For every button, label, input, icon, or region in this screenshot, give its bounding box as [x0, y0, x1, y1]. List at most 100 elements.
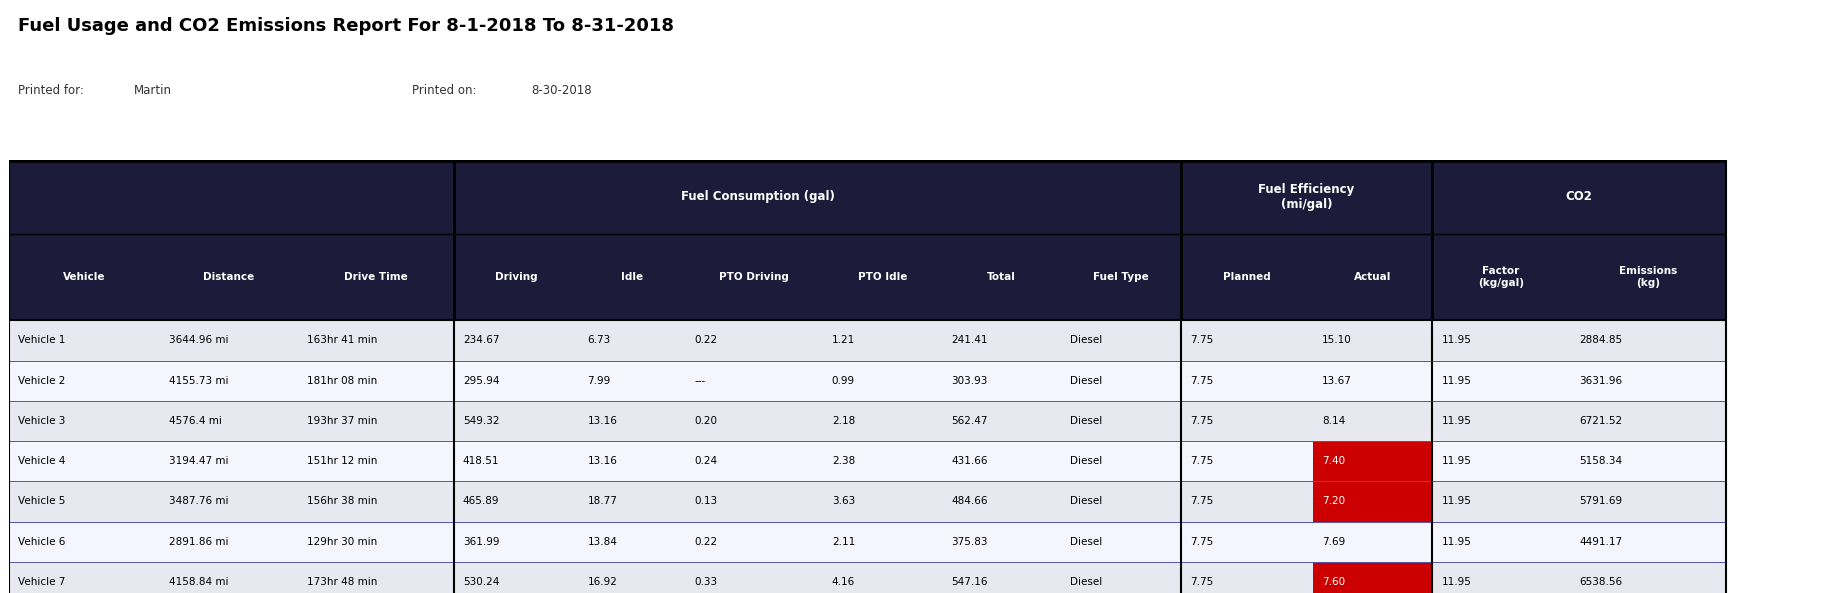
- FancyBboxPatch shape: [578, 562, 684, 593]
- Text: 2.18: 2.18: [832, 416, 854, 426]
- Text: 13.16: 13.16: [588, 416, 617, 426]
- FancyBboxPatch shape: [578, 482, 684, 522]
- Text: 2.11: 2.11: [832, 537, 854, 547]
- Text: Vehicle 1: Vehicle 1: [18, 336, 67, 345]
- FancyBboxPatch shape: [159, 320, 298, 361]
- FancyBboxPatch shape: [822, 522, 941, 562]
- Text: 7.69: 7.69: [1321, 537, 1345, 547]
- Text: Vehicle 3: Vehicle 3: [18, 416, 67, 426]
- FancyBboxPatch shape: [453, 522, 578, 562]
- FancyBboxPatch shape: [941, 361, 1061, 401]
- FancyBboxPatch shape: [1432, 562, 1569, 593]
- FancyBboxPatch shape: [684, 361, 822, 401]
- FancyBboxPatch shape: [159, 522, 298, 562]
- Text: 2884.85: 2884.85: [1578, 336, 1621, 345]
- FancyBboxPatch shape: [9, 361, 159, 401]
- Text: CO2: CO2: [1565, 190, 1591, 203]
- FancyBboxPatch shape: [1181, 160, 1312, 234]
- Text: 11.95: 11.95: [1441, 537, 1471, 547]
- FancyBboxPatch shape: [1061, 562, 1181, 593]
- FancyBboxPatch shape: [578, 160, 684, 234]
- FancyBboxPatch shape: [159, 234, 298, 320]
- FancyBboxPatch shape: [1061, 522, 1181, 562]
- Text: Fuel Efficiency
(mi/gal): Fuel Efficiency (mi/gal): [1258, 183, 1355, 211]
- Text: 15.10: 15.10: [1321, 336, 1351, 345]
- FancyBboxPatch shape: [1181, 441, 1312, 482]
- FancyBboxPatch shape: [578, 522, 684, 562]
- Text: 0.20: 0.20: [693, 416, 717, 426]
- Text: Fuel Usage and CO2 Emissions Report For 8-1-2018 To 8-31-2018: Fuel Usage and CO2 Emissions Report For …: [18, 17, 675, 36]
- FancyBboxPatch shape: [1312, 482, 1432, 522]
- Text: PTO Idle: PTO Idle: [857, 272, 907, 282]
- Text: 3194.47 mi: 3194.47 mi: [168, 456, 229, 466]
- FancyBboxPatch shape: [1569, 482, 1724, 522]
- FancyBboxPatch shape: [1432, 361, 1569, 401]
- Text: 7.75: 7.75: [1188, 336, 1212, 345]
- FancyBboxPatch shape: [1569, 361, 1724, 401]
- FancyBboxPatch shape: [822, 320, 941, 361]
- Text: 129hr 30 min: 129hr 30 min: [307, 537, 377, 547]
- FancyBboxPatch shape: [9, 401, 159, 441]
- FancyBboxPatch shape: [684, 160, 822, 234]
- Text: 7.75: 7.75: [1188, 537, 1212, 547]
- FancyBboxPatch shape: [578, 401, 684, 441]
- Text: 549.32: 549.32: [462, 416, 499, 426]
- FancyBboxPatch shape: [159, 361, 298, 401]
- Text: 5158.34: 5158.34: [1578, 456, 1621, 466]
- FancyBboxPatch shape: [1061, 401, 1181, 441]
- Text: Planned: Planned: [1222, 272, 1270, 282]
- FancyBboxPatch shape: [298, 234, 453, 320]
- FancyBboxPatch shape: [578, 234, 684, 320]
- FancyBboxPatch shape: [9, 160, 159, 234]
- Text: 11.95: 11.95: [1441, 496, 1471, 506]
- FancyBboxPatch shape: [453, 441, 578, 482]
- Text: 0.22: 0.22: [693, 336, 717, 345]
- Text: Diesel: Diesel: [1070, 537, 1101, 547]
- Text: 484.66: 484.66: [950, 496, 987, 506]
- Text: Emissions
(kg): Emissions (kg): [1619, 266, 1676, 288]
- Text: 11.95: 11.95: [1441, 416, 1471, 426]
- Text: Factor
(kg/gal): Factor (kg/gal): [1477, 266, 1523, 288]
- FancyBboxPatch shape: [159, 562, 298, 593]
- FancyBboxPatch shape: [159, 401, 298, 441]
- Text: 13.16: 13.16: [588, 456, 617, 466]
- Text: 18.77: 18.77: [588, 496, 617, 506]
- Text: 5791.69: 5791.69: [1578, 496, 1621, 506]
- Text: Total: Total: [987, 272, 1016, 282]
- FancyBboxPatch shape: [1312, 234, 1432, 320]
- FancyBboxPatch shape: [684, 441, 822, 482]
- FancyBboxPatch shape: [1181, 234, 1312, 320]
- FancyBboxPatch shape: [1181, 482, 1312, 522]
- FancyBboxPatch shape: [1432, 482, 1569, 522]
- Text: 0.22: 0.22: [693, 537, 717, 547]
- Text: 562.47: 562.47: [950, 416, 987, 426]
- FancyBboxPatch shape: [822, 160, 941, 234]
- Text: 465.89: 465.89: [462, 496, 499, 506]
- FancyBboxPatch shape: [684, 562, 822, 593]
- Text: Fuel Type: Fuel Type: [1092, 272, 1148, 282]
- FancyBboxPatch shape: [822, 562, 941, 593]
- Text: 375.83: 375.83: [950, 537, 987, 547]
- Text: 7.75: 7.75: [1188, 577, 1212, 587]
- Text: 295.94: 295.94: [462, 376, 499, 385]
- FancyBboxPatch shape: [578, 361, 684, 401]
- Text: Printed for:: Printed for:: [18, 84, 85, 97]
- Text: 1.21: 1.21: [832, 336, 854, 345]
- Text: 303.93: 303.93: [950, 376, 987, 385]
- FancyBboxPatch shape: [684, 320, 822, 361]
- FancyBboxPatch shape: [298, 441, 453, 482]
- FancyBboxPatch shape: [1312, 522, 1432, 562]
- FancyBboxPatch shape: [684, 401, 822, 441]
- FancyBboxPatch shape: [1312, 562, 1432, 593]
- FancyBboxPatch shape: [1061, 320, 1181, 361]
- FancyBboxPatch shape: [9, 441, 159, 482]
- Text: Vehicle 4: Vehicle 4: [18, 456, 67, 466]
- FancyBboxPatch shape: [1432, 401, 1569, 441]
- Text: 234.67: 234.67: [462, 336, 499, 345]
- FancyBboxPatch shape: [1569, 401, 1724, 441]
- FancyBboxPatch shape: [453, 482, 578, 522]
- Text: 8-30-2018: 8-30-2018: [530, 84, 591, 97]
- Text: 163hr 41 min: 163hr 41 min: [307, 336, 377, 345]
- FancyBboxPatch shape: [1181, 522, 1312, 562]
- FancyBboxPatch shape: [941, 522, 1061, 562]
